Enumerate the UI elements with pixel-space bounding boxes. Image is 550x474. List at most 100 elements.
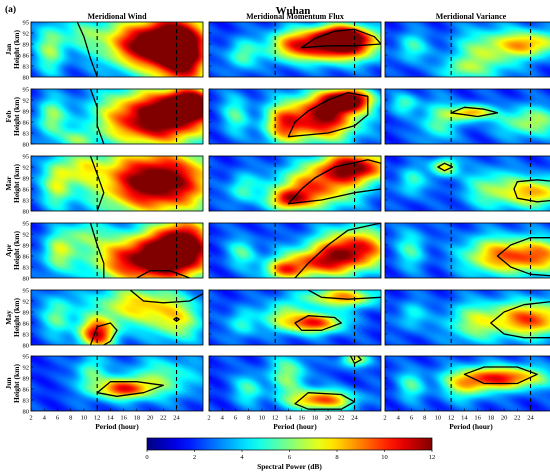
y-tick-label: 92 xyxy=(23,98,30,105)
heatmap-panel xyxy=(31,22,203,77)
x-tick-label: 20 xyxy=(147,415,154,422)
x-tick-label: 2 xyxy=(383,415,386,422)
heatmap-image xyxy=(385,156,550,211)
y-tick-label: 95 xyxy=(23,87,30,94)
significance-contour xyxy=(294,392,356,410)
row-month-label: Jan xyxy=(4,43,13,56)
heatmap-image xyxy=(385,290,550,345)
panel-frame xyxy=(208,222,382,279)
heatmap-panel xyxy=(385,223,550,278)
y-tick-label: 86 xyxy=(23,187,30,194)
row-month-label: Jun xyxy=(4,377,13,390)
panel-frame xyxy=(208,88,382,145)
heatmap-panel xyxy=(209,156,381,211)
y-tick-label: 83 xyxy=(23,131,30,138)
significance-contour xyxy=(89,322,118,345)
significance-contour xyxy=(173,316,180,322)
panel-frame xyxy=(30,222,204,279)
x-tick-label: 12 xyxy=(94,415,101,422)
y-tick-label: 83 xyxy=(23,265,30,272)
panel-frame xyxy=(384,155,550,212)
y-tick-label: 89 xyxy=(23,376,30,383)
y-tick-label: 86 xyxy=(23,387,30,394)
significance-contour xyxy=(96,381,164,397)
significance-contour xyxy=(76,22,98,77)
heatmap-panel xyxy=(31,89,203,144)
significance-contour xyxy=(350,356,362,364)
x-tick-label: 12 xyxy=(448,415,455,422)
station-title: Wuhan xyxy=(276,5,311,17)
y-tick-label: 95 xyxy=(23,288,30,295)
heatmap-image xyxy=(31,156,203,211)
panel-frame xyxy=(384,222,550,279)
heatmap-panel xyxy=(385,290,550,345)
heatmap-image xyxy=(385,223,550,278)
colorbar-tick-label: 8 xyxy=(335,454,338,461)
y-tick-label: 89 xyxy=(23,243,30,250)
x-tick-label: 24 xyxy=(173,415,180,422)
x-tick-label: 12 xyxy=(272,415,279,422)
heatmap-panel xyxy=(385,89,550,144)
heatmap-grid xyxy=(30,21,550,412)
colorbar-tick-label: 10 xyxy=(381,454,388,461)
x-tick-label: 8 xyxy=(69,415,72,422)
x-tick-label: 22 xyxy=(338,415,345,422)
x-tick-label: 18 xyxy=(312,415,319,422)
y-tick-label: 86 xyxy=(23,53,30,60)
heatmap-panel xyxy=(209,290,381,345)
significance-contour xyxy=(490,301,550,339)
panel-frame xyxy=(30,355,204,412)
x-tick-label: 4 xyxy=(43,415,47,422)
x-tick-label: 8 xyxy=(423,415,426,422)
column-title: Meridional Momentum Flux xyxy=(246,12,344,21)
y-tick-label: 83 xyxy=(23,398,30,405)
panel-frame xyxy=(208,21,382,78)
heatmap-image xyxy=(31,356,203,411)
row-height-label: Height (km) xyxy=(12,298,21,337)
y-tick-label: 80 xyxy=(23,276,30,283)
significance-contour xyxy=(450,106,499,118)
x-tick-label: 20 xyxy=(325,415,332,422)
row-height-label: Height (km) xyxy=(12,231,21,270)
heatmap-panel xyxy=(31,290,203,345)
row-month-label: Feb xyxy=(4,110,13,122)
x-tick-label: 24 xyxy=(351,415,358,422)
x-tick-label: 2 xyxy=(207,415,210,422)
row-month-label: May xyxy=(4,310,13,325)
y-tick-label: 92 xyxy=(23,165,30,172)
x-tick-label: 4 xyxy=(397,415,401,422)
heatmap-panel xyxy=(209,356,381,411)
row-height-label: Height (km) xyxy=(12,364,21,403)
significance-contour xyxy=(513,179,550,203)
x-tick-label: 18 xyxy=(488,415,495,422)
significance-contour xyxy=(463,366,538,385)
y-tick-label: 92 xyxy=(23,232,30,239)
panel-frame xyxy=(208,355,382,412)
panel-frame xyxy=(30,88,204,145)
y-tick-label: 89 xyxy=(23,310,30,317)
panel-frame xyxy=(30,21,204,78)
panel-frame xyxy=(208,155,382,212)
y-tick-label: 80 xyxy=(23,409,30,416)
y-tick-label: 95 xyxy=(23,354,30,361)
y-tick-label: 89 xyxy=(23,109,30,116)
y-tick-label: 92 xyxy=(23,365,30,372)
significance-contour xyxy=(89,156,105,211)
heatmap-image xyxy=(31,89,203,144)
heatmap-panel xyxy=(209,89,381,144)
column-title: Meridional Variance xyxy=(436,12,507,21)
y-tick-label: 83 xyxy=(23,332,30,339)
heatmap-panel xyxy=(31,156,203,211)
x-tick-label: 10 xyxy=(259,415,266,422)
colorbar-tick-label: 0 xyxy=(145,454,148,461)
significance-contour xyxy=(294,223,381,278)
heatmap-image xyxy=(31,22,203,77)
panel-frame xyxy=(384,355,550,412)
heatmap-panel xyxy=(385,156,550,211)
colorbar-tick-label: 6 xyxy=(288,454,292,461)
row-height-label: Height (km) xyxy=(12,164,21,203)
panel-frame xyxy=(384,88,550,145)
y-tick-label: 86 xyxy=(23,254,30,261)
